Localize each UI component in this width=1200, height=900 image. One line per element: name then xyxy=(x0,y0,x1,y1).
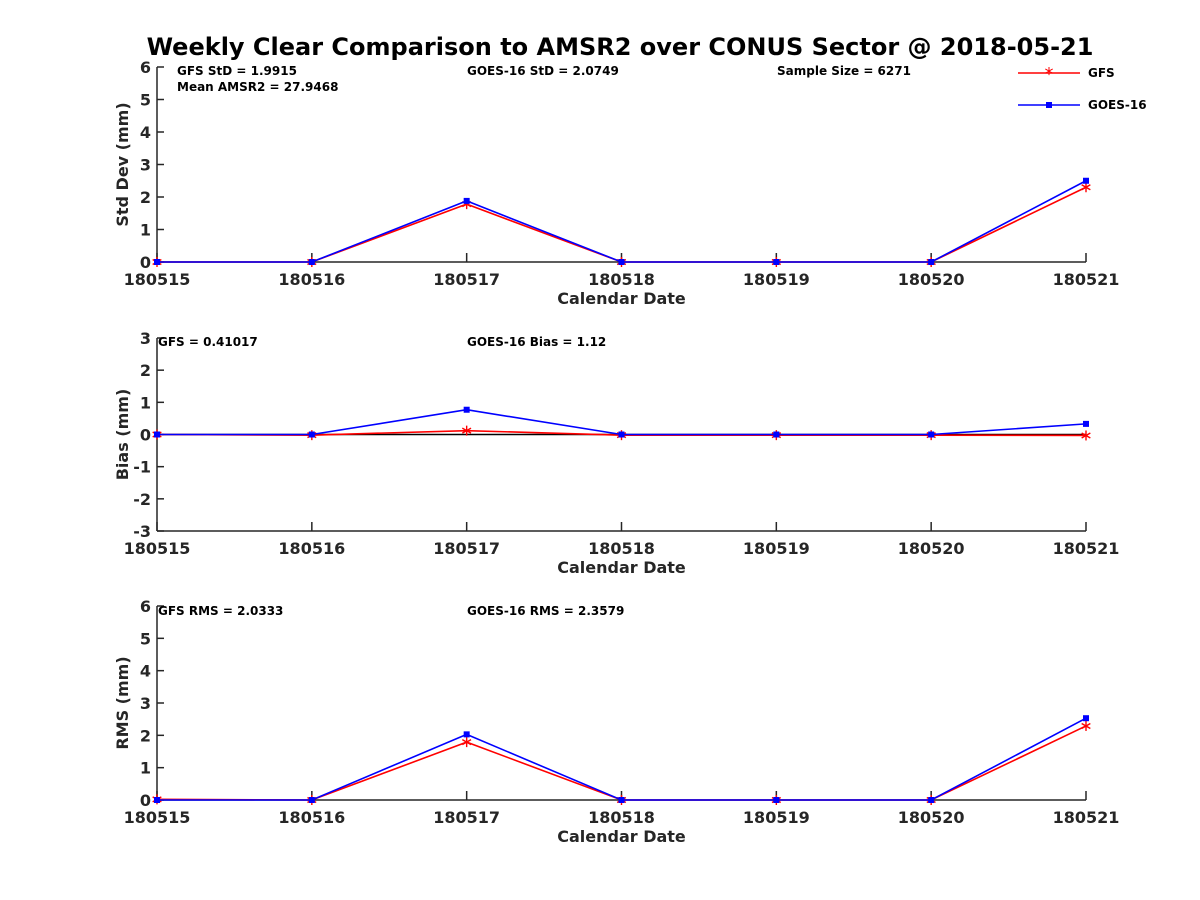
x-tick-label: 180516 xyxy=(278,539,345,558)
data-point-goes-16 xyxy=(928,259,935,265)
y-tick-label: 3 xyxy=(140,329,151,348)
legend: * GFS GOES-16 xyxy=(1018,64,1147,112)
stat-annotation: GFS = 0.41017 xyxy=(158,335,258,349)
stat-annotation: GOES-16 Bias = 1.12 xyxy=(467,335,606,349)
y-tick-label: 0 xyxy=(140,253,151,272)
data-point-goes-16 xyxy=(463,197,470,204)
y-axis-label: Std Dev (mm) xyxy=(113,102,132,226)
data-point-gfs xyxy=(1081,430,1091,441)
x-tick-label: 180518 xyxy=(588,270,655,289)
data-point-goes-16 xyxy=(618,797,625,803)
data-point-goes-16 xyxy=(928,797,935,803)
x-tick-label: 180521 xyxy=(1053,539,1120,558)
x-tick-label: 180517 xyxy=(433,270,500,289)
y-tick-label: 3 xyxy=(140,156,151,175)
y-tick-label: 5 xyxy=(140,629,151,648)
data-point-goes-16 xyxy=(154,431,160,438)
data-point-goes-16 xyxy=(618,431,625,438)
series-line-gfs xyxy=(156,725,1087,801)
series-line-gfs xyxy=(157,186,1087,263)
legend-label-goes16: GOES-16 xyxy=(1088,98,1147,112)
data-point-goes-16 xyxy=(308,259,315,265)
data-point-goes-16 xyxy=(463,731,470,738)
legend-asterisk-marker: * xyxy=(1045,64,1054,85)
data-point-goes-16 xyxy=(154,259,160,265)
y-tick-label: 1 xyxy=(140,393,151,412)
x-tick-label: 180517 xyxy=(433,539,500,558)
data-point-goes-16 xyxy=(618,259,625,265)
legend-label-gfs: GFS xyxy=(1088,66,1115,80)
y-tick-label: 2 xyxy=(140,726,151,745)
stat-annotation: GOES-16 StD = 2.0749 xyxy=(467,64,619,78)
data-point-gfs xyxy=(461,425,472,436)
x-axis-label: Calendar Date xyxy=(557,558,686,577)
x-axis-label: Calendar Date xyxy=(557,289,686,308)
x-tick-label: 180518 xyxy=(588,539,655,558)
x-tick-label: 180520 xyxy=(898,808,965,827)
data-point-goes-16 xyxy=(1083,177,1089,184)
data-point-gfs xyxy=(461,737,472,748)
series-line-goes-16 xyxy=(157,717,1087,801)
y-tick-label: 6 xyxy=(140,597,151,616)
x-axis-label: Calendar Date xyxy=(557,827,686,846)
y-tick-label: -3 xyxy=(133,522,151,541)
chart-title: Weekly Clear Comparison to AMSR2 over CO… xyxy=(147,33,1094,61)
data-point-goes-16 xyxy=(154,797,160,803)
x-tick-label: 180521 xyxy=(1053,808,1120,827)
y-tick-label: 0 xyxy=(140,791,151,810)
series-line-goes-16 xyxy=(157,180,1087,263)
y-axis-label: RMS (mm) xyxy=(113,656,132,749)
x-tick-label: 180515 xyxy=(124,539,191,558)
x-tick-label: 180520 xyxy=(898,539,965,558)
y-tick-label: 2 xyxy=(140,361,151,380)
x-tick-label: 180516 xyxy=(278,270,345,289)
data-point-goes-16 xyxy=(773,259,780,265)
y-tick-label: -2 xyxy=(133,490,151,509)
y-tick-label: -1 xyxy=(133,458,151,477)
stddev-panel: 0 1 2 3 4 5 6 180515 180516 180517 180518 180519 180… xyxy=(113,58,1119,308)
stat-annotation: GFS StD = 1.9915 xyxy=(177,64,297,78)
y-tick-label: 0 xyxy=(140,426,151,445)
x-tick-label: 180518 xyxy=(588,808,655,827)
data-point-gfs xyxy=(1081,720,1091,731)
x-tick-label: 180515 xyxy=(124,270,191,289)
x-tick-label: 180519 xyxy=(743,270,810,289)
y-tick-label: 6 xyxy=(140,58,151,77)
y-tick-label: 3 xyxy=(140,694,151,713)
y-tick-label: 1 xyxy=(140,759,151,778)
data-point-goes-16 xyxy=(928,431,935,438)
y-tick-label: 2 xyxy=(140,188,151,207)
stat-annotation: Sample Size = 6271 xyxy=(777,64,911,78)
data-point-gfs xyxy=(1081,182,1091,193)
data-point-goes-16 xyxy=(773,431,780,438)
data-point-goes-16 xyxy=(308,797,315,803)
data-point-goes-16 xyxy=(308,431,315,438)
y-tick-label: 4 xyxy=(140,123,151,142)
x-tick-label: 180516 xyxy=(278,808,345,827)
stat-annotation: GOES-16 RMS = 2.3579 xyxy=(467,604,624,618)
x-tick-label: 180521 xyxy=(1053,270,1120,289)
y-tick-label: 4 xyxy=(140,662,151,681)
rms-panel: 0 1 2 3 4 5 6 180515 180516 180517 180518 180519 180… xyxy=(113,597,1119,846)
x-tick-label: 180519 xyxy=(743,539,810,558)
y-tick-label: 5 xyxy=(140,91,151,110)
bias-panel: -3 -2 -1 0 1 2 3 180515 180516 180517 180518 180519… xyxy=(113,329,1119,577)
stat-annotation: GFS RMS = 2.0333 xyxy=(158,604,283,618)
data-point-goes-16 xyxy=(1083,420,1089,427)
data-point-goes-16 xyxy=(1083,715,1089,722)
data-point-goes-16 xyxy=(773,797,780,803)
x-tick-label: 180519 xyxy=(743,808,810,827)
x-tick-label: 180520 xyxy=(898,270,965,289)
y-tick-label: 1 xyxy=(140,221,151,240)
x-tick-label: 180515 xyxy=(124,808,191,827)
x-tick-label: 180517 xyxy=(433,808,500,827)
legend-square-marker xyxy=(1046,102,1052,108)
data-point-goes-16 xyxy=(463,406,470,413)
stat-annotation: Mean AMSR2 = 27.9468 xyxy=(177,80,338,94)
y-axis-label: Bias (mm) xyxy=(113,389,132,481)
